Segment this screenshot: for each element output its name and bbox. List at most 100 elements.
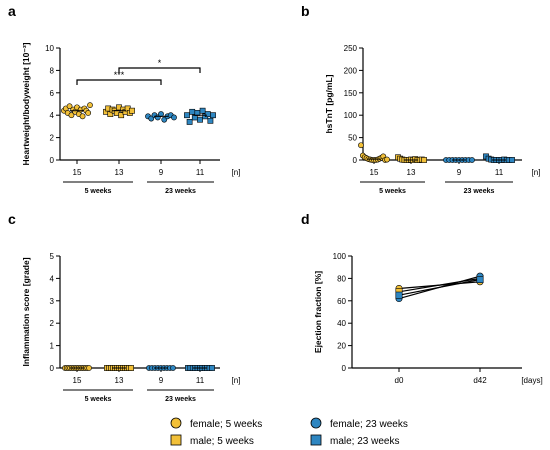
data-point: [128, 365, 134, 371]
data-point: [184, 112, 190, 119]
data-point: [68, 112, 75, 119]
panel-b: b 0 50 100 150 200 250 hsTnT [pg/mL] 15 13 9 11 [n] 5…: [301, 3, 540, 195]
x-tick-label: 11: [196, 376, 205, 385]
data-point: [197, 116, 203, 123]
data-point: [170, 365, 176, 371]
x-unit-label: [n]: [532, 168, 541, 177]
significance-bracket: [118, 67, 201, 73]
legend-marker-male-5-weeks: [170, 434, 182, 446]
y-tick-label: 4: [50, 274, 55, 283]
data-point: [171, 114, 177, 121]
panel-label-b: b: [301, 3, 310, 19]
y-tick-label: 2: [50, 319, 55, 328]
legend-marker-female-23-weeks: [310, 417, 322, 429]
data-point: [384, 156, 390, 163]
data-point: [207, 117, 214, 124]
y-tick-label: 0: [50, 156, 55, 165]
y-tick-label: 40: [337, 319, 346, 328]
x-tick-label: 15: [73, 168, 82, 177]
y-tick-label: 6: [50, 89, 55, 98]
x-tick-label: 15: [73, 376, 82, 385]
series-line: [398, 277, 481, 293]
group-label: 23 weeks: [464, 188, 495, 195]
significance-label: *: [158, 58, 162, 68]
y-tick-label: 20: [337, 342, 346, 351]
data-point: [85, 110, 92, 116]
x-tick-label: 9: [159, 168, 164, 177]
legend-marker-male-23-weeks: [310, 434, 322, 446]
data-point: [204, 111, 211, 117]
y-tick-label: 60: [337, 297, 346, 306]
x-tick-label: 15: [370, 168, 379, 177]
y-axis-title: Ejection fraction [%]: [313, 271, 323, 353]
legend-label-female-23-weeks: female; 23 weeks: [330, 419, 408, 430]
x-tick-label: 11: [196, 168, 205, 177]
y-tick-label: 50: [348, 134, 357, 143]
x-unit-label: [n]: [232, 168, 241, 177]
data-point: [469, 157, 475, 163]
data-point: [421, 157, 427, 163]
panel-label-d: d: [301, 211, 310, 227]
y-tick-label: 0: [342, 364, 347, 373]
y-tick-label: 80: [337, 274, 346, 283]
data-point: [210, 112, 216, 119]
y-tick-label: 0: [353, 156, 358, 165]
group-label: 23 weeks: [165, 188, 196, 195]
y-tick-label: 200: [344, 66, 358, 75]
x-tick-label: d0: [395, 376, 404, 385]
y-tick-label: 1: [50, 342, 55, 351]
y-tick-label: 8: [50, 66, 55, 75]
data-point: [87, 102, 93, 109]
group-label: 23 weeks: [165, 396, 196, 403]
series-line: [398, 278, 481, 296]
y-axis-title: Inflammation score [grade]: [21, 257, 31, 366]
group-label: 5 weeks: [379, 188, 406, 195]
y-tick-label: 0: [50, 364, 55, 373]
legend: female; 5 weeks male; 5 weeks female; 23…: [170, 417, 408, 447]
data-point: [118, 112, 125, 119]
group-label: 5 weeks: [85, 188, 112, 195]
x-tick-label: 13: [115, 168, 124, 177]
x-tick-label: 13: [115, 376, 124, 385]
legend-label-female-5-weeks: female; 5 weeks: [190, 419, 262, 430]
y-tick-label: 100: [333, 252, 347, 261]
data-point: [186, 119, 193, 125]
data-point: [66, 103, 73, 110]
y-tick-label: 150: [344, 89, 358, 98]
y-tick-label: 250: [344, 44, 358, 53]
legend-label-male-5-weeks: male; 5 weeks: [190, 436, 254, 447]
panel-a: a 0 2 4 6 8 10 Heartweight/bodyweight [10⁻³] 15 1…: [8, 3, 240, 195]
panel-label-c: c: [8, 211, 16, 227]
group-label: 5 weeks: [85, 396, 112, 403]
data-point: [189, 108, 196, 115]
legend-marker-female-5-weeks: [170, 417, 182, 429]
data-point: [358, 142, 364, 149]
y-tick-label: 100: [344, 111, 358, 120]
significance-bracket: [76, 79, 162, 85]
data-point: [79, 113, 86, 120]
y-tick-label: 10: [45, 44, 54, 53]
data-point: [476, 276, 484, 284]
x-tick-label: 11: [495, 168, 504, 177]
x-unit-label: [n]: [232, 376, 241, 385]
data-point: [199, 107, 206, 114]
y-tick-label: 5: [50, 252, 55, 261]
panel-label-a: a: [8, 3, 16, 19]
x-tick-label: 9: [457, 168, 462, 177]
y-tick-label: 2: [50, 134, 55, 143]
data-point: [395, 291, 403, 299]
x-tick-label: 13: [407, 168, 416, 177]
significance-label: ***: [114, 70, 125, 80]
y-tick-label: 3: [50, 297, 55, 306]
y-tick-label: 4: [50, 111, 55, 120]
x-tick-label: 9: [159, 376, 164, 385]
data-point: [86, 365, 92, 371]
data-point: [509, 157, 515, 163]
data-point: [209, 365, 215, 371]
legend-label-male-23-weeks: male; 23 weeks: [330, 436, 399, 447]
panel-c: c 0 1 2 3 4 5 Inflammation score [grade] 15 13 9 11…: [8, 211, 240, 403]
data-point: [129, 107, 135, 114]
y-axis-title: hsTnT [pg/mL]: [324, 74, 334, 133]
